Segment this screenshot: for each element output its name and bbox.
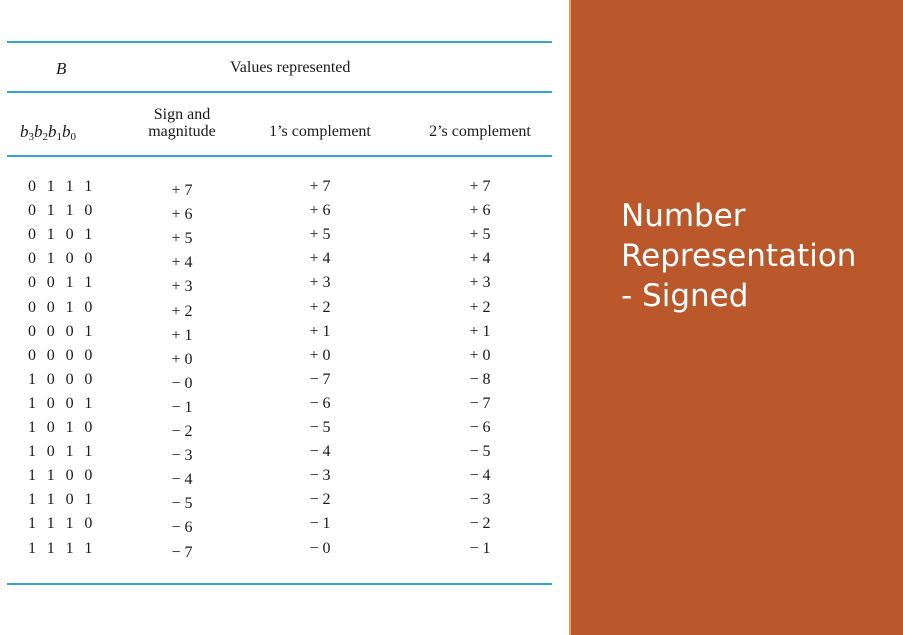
twos-complement-cell: − 4	[469, 467, 491, 485]
sign-magnitude-cell: + 3	[171, 278, 193, 296]
sign-magnitude-cell: + 0	[171, 350, 193, 368]
sign-magnitude-cell: − 2	[171, 423, 193, 440]
twos-complement-cell: + 5	[469, 226, 491, 244]
sign-magnitude-cell: − 0	[171, 374, 193, 392]
sign-magnitude-cell: + 1	[171, 326, 193, 344]
ones-complement-cell: − 4	[309, 443, 331, 461]
bits-cell: 1 1 0 1	[28, 491, 96, 509]
bits-cell: 0 0 1 0	[28, 298, 96, 316]
ones-complement-cell: + 7	[309, 178, 331, 195]
sign-magnitude-cell: + 4	[171, 254, 193, 272]
ones-complement-cell: + 6	[309, 202, 331, 220]
sign-magnitude-cell: − 1	[171, 398, 193, 416]
twos-complement-cell: + 6	[469, 202, 491, 220]
twos-complement-cell: − 7	[469, 394, 491, 412]
ones-complement-cell: − 0	[309, 539, 331, 557]
bits-cell: 0 1 0 0	[28, 250, 96, 268]
header-sign-magnitude: Sign and magnitude	[148, 106, 216, 140]
twos-complement-cell: + 1	[469, 322, 491, 340]
twos-complement-cell: + 7	[469, 178, 491, 195]
twos-complement-cell: + 2	[469, 298, 491, 316]
header-rule	[7, 91, 552, 93]
sign-magnitude-cell: − 4	[171, 471, 193, 489]
bits-cell: 0 0 0 1	[28, 322, 96, 340]
twos-complement-cell: + 3	[469, 274, 491, 292]
bits-cell: 0 0 0 0	[28, 346, 96, 364]
sign-magnitude-cell: + 7	[171, 182, 193, 199]
bits-cell: 0 1 1 1	[28, 178, 96, 195]
header-twos-complement: 2’s complement	[429, 123, 531, 140]
title-panel: Number Representation - Signed	[569, 0, 903, 635]
sign-magnitude-cell: − 6	[171, 519, 193, 537]
sign-magnitude-cell: − 5	[171, 495, 193, 513]
header-bits: b3b2b1b0	[20, 122, 76, 143]
table-bottom-rule	[7, 583, 552, 585]
ones-complement-cell: + 0	[309, 346, 331, 364]
ones-complement-cell: − 1	[309, 515, 331, 533]
bits-cell: 1 0 1 1	[28, 443, 96, 461]
ones-complement-cell: − 5	[309, 419, 331, 436]
sign-magnitude-cell: + 6	[171, 206, 193, 224]
bits-cell: 0 1 0 1	[28, 226, 96, 244]
header-values-represented: Values represented	[230, 59, 351, 76]
twos-complement-cell: + 0	[469, 346, 491, 364]
bits-cell: 1 1 1 1	[28, 539, 96, 557]
ones-complement-cell: − 7	[309, 370, 331, 388]
bits-cell: 0 0 1 1	[28, 274, 96, 292]
ones-complement-cell: + 4	[309, 250, 331, 268]
sign-magnitude-cell: + 2	[171, 302, 193, 320]
bits-cell: 0 1 1 0	[28, 202, 96, 220]
ones-complement-cell: − 2	[309, 491, 331, 509]
twos-complement-cell: − 1	[469, 539, 491, 557]
ones-complement-cell: + 1	[309, 322, 331, 340]
ones-complement-cell: − 6	[309, 394, 331, 412]
bits-cell: 1 0 1 0	[28, 419, 96, 436]
subheader-rule	[7, 155, 552, 157]
bits-cell: 1 0 0 1	[28, 394, 96, 412]
twos-complement-cell: − 3	[469, 491, 491, 509]
bits-cell: 1 1 1 0	[28, 515, 96, 533]
sign-magnitude-cell: + 5	[171, 230, 193, 248]
header-b: B	[56, 59, 67, 78]
header-ones-complement: 1’s complement	[269, 123, 371, 140]
ones-complement-cell: + 2	[309, 298, 331, 316]
bits-cell: 1 0 0 0	[28, 370, 96, 388]
ones-complement-cell: − 3	[309, 467, 331, 485]
twos-complement-cell: − 6	[469, 419, 491, 436]
sign-magnitude-cell: − 3	[171, 447, 193, 465]
twos-complement-cell: − 5	[469, 443, 491, 461]
signed-representation-table: B Values represented b3b2b1b0 Sign and m…	[7, 41, 552, 585]
twos-complement-cell: − 2	[469, 515, 491, 533]
table-top-rule	[7, 41, 552, 43]
twos-complement-cell: − 8	[469, 370, 491, 388]
ones-complement-cell: + 3	[309, 274, 331, 292]
sign-magnitude-cell: − 7	[171, 543, 193, 561]
twos-complement-cell: + 4	[469, 250, 491, 268]
ones-complement-cell: + 5	[309, 226, 331, 244]
bits-cell: 1 1 0 0	[28, 467, 96, 485]
slide-title: Number Representation - Signed	[621, 198, 857, 314]
